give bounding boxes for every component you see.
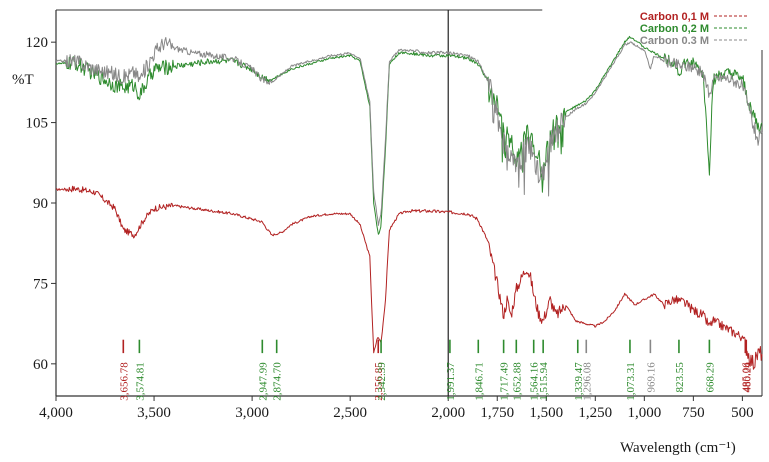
x-tick-label: 1,500	[529, 405, 563, 421]
legend-entry-label: Carbon 0,2 M	[640, 23, 709, 35]
peak-label: 2,342.39	[376, 362, 388, 401]
y-tick-label: 90	[33, 196, 48, 212]
x-tick-label: 3,000	[235, 405, 269, 421]
legend-entry-label: Carbon 0,1 M	[640, 11, 709, 23]
y-axis: 60 75 90 105 120	[26, 35, 56, 373]
series-line	[55, 35, 763, 235]
peak-label: 823.55	[674, 362, 686, 393]
x-axis-title: Wavelength (cm⁻¹)	[620, 440, 736, 456]
x-tick-label: 1,000	[627, 405, 661, 421]
x-axis: 4,000 3,500 3,000 2,500 2,000 1,750 1,500 1,250…	[39, 396, 754, 421]
peak-label: 969.16	[645, 362, 657, 393]
plot-frame	[55, 9, 763, 397]
y-tick-label: 60	[33, 357, 48, 373]
peak-label: 1,073.31	[625, 362, 637, 401]
peak-label: 668.29	[704, 362, 716, 393]
x-tick-label: 750	[682, 405, 705, 421]
peak-label: 1,717.49	[499, 362, 511, 401]
y-tick-label: 120	[26, 35, 49, 51]
peak-label: 1,564.16	[529, 362, 541, 401]
x-tick-label: 1,750	[480, 405, 514, 421]
y-tick-label: 105	[26, 116, 49, 132]
peak-label: 1,652.88	[511, 362, 523, 401]
peak-label: 2,356.85	[373, 362, 385, 401]
peak-label: 3,574.81	[134, 362, 146, 401]
series-group	[55, 35, 763, 235]
peak-label: 1,846.71	[473, 362, 485, 401]
x-tick-label: 2,500	[333, 405, 367, 421]
x-tick-label: 2,000	[431, 405, 465, 421]
peak-label: 2,874.70	[272, 362, 284, 401]
y-tick-label: 75	[33, 276, 48, 292]
series-line	[55, 37, 763, 226]
series-group	[55, 37, 763, 226]
x-tick-label: 4,000	[39, 405, 73, 421]
peak-label: 480.24	[741, 362, 753, 393]
y-axis-title: %T	[12, 72, 34, 88]
series-layer	[55, 35, 763, 370]
series-line	[55, 185, 763, 370]
peak-labels: 3,656.78 3,574.81 2,947.99 2,874.70 2,356.85…	[118, 339, 753, 401]
peak-label: 3,656.78	[118, 362, 130, 401]
peak-label: 1,991.37	[445, 362, 457, 401]
legend-entry-label: Carbon 0.3 M	[640, 35, 709, 47]
series-group	[55, 185, 763, 370]
x-tick-label: 3,500	[137, 405, 171, 421]
peak-label: 1,515.94	[538, 362, 550, 401]
peak-label: 1,339.47	[573, 362, 585, 401]
x-tick-label: 1,250	[578, 405, 612, 421]
peak-label: 2,947.99	[257, 362, 269, 401]
x-tick-label: 500	[731, 405, 754, 421]
peak-label: 1,296.08	[581, 362, 593, 401]
peak-label: 485.06	[740, 362, 752, 393]
